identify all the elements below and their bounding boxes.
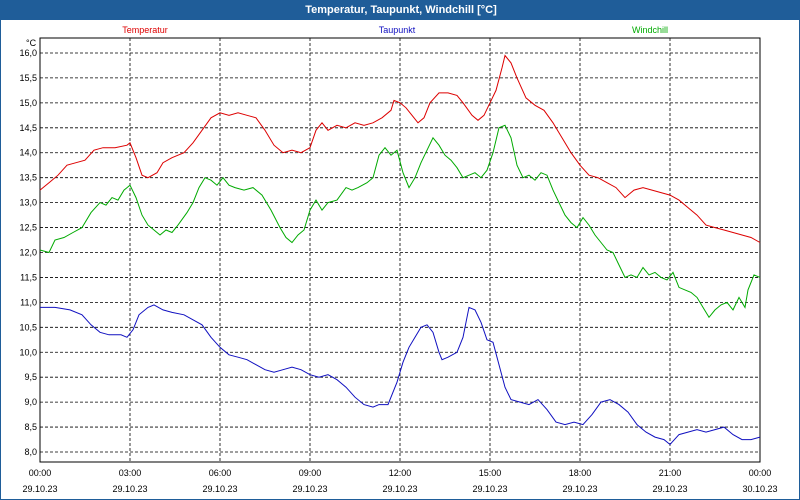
series-line-temperatur [39,54,761,243]
x-tick-date-label: 29.10.23 [562,484,597,494]
y-tick-label: 14,5 [19,123,37,133]
y-tick-label: 9,5 [24,372,37,382]
y-tick-label: 14,0 [19,148,37,158]
y-axis-label: °C [26,38,37,48]
title-bar: Temperatur, Taupunkt, Windchill [°C] [1,1,800,20]
x-tick-time-label: 15:00 [479,468,502,478]
y-tick-label: 15,0 [19,98,37,108]
y-tick-label: 13,0 [19,198,37,208]
x-tick-date-label: 30.10.23 [742,484,777,494]
legend-entry-temperatur: Temperatur [122,25,168,35]
x-tick-time-label: 00:00 [749,468,772,478]
x-tick-time-label: 18:00 [569,468,592,478]
x-tick-time-label: 12:00 [389,468,412,478]
y-tick-label: 11,5 [20,272,37,282]
x-tick-time-label: 21:00 [659,468,682,478]
y-tick-label: 12,0 [19,247,37,257]
series-line-windchill [39,124,761,319]
y-tick-label: 11,0 [20,297,37,307]
y-tick-label: 15,5 [19,73,37,83]
x-tick-time-label: 00:00 [29,468,52,478]
x-tick-date-label: 29.10.23 [472,484,507,494]
y-tick-label: 16,0 [19,48,37,58]
series-line-taupunkt [40,304,761,446]
legend-entry-windchill: Windchill [632,25,668,35]
y-tick-label: 10,0 [19,347,37,357]
y-tick-label: 12,5 [19,223,37,233]
y-tick-label: 13,5 [19,173,37,183]
x-tick-time-label: 09:00 [299,468,322,478]
x-tick-date-label: 29.10.23 [22,484,57,494]
x-tick-date-label: 29.10.23 [202,484,237,494]
y-tick-label: 9,0 [24,397,37,407]
legend-entry-taupunkt: Taupunkt [379,25,416,35]
x-tick-date-label: 29.10.23 [292,484,327,494]
x-tick-time-label: 03:00 [119,468,142,478]
x-tick-time-label: 06:00 [209,468,232,478]
x-tick-date-label: 29.10.23 [112,484,147,494]
y-tick-label: 8,5 [24,422,37,432]
y-tick-label: 8,0 [24,447,37,457]
x-tick-date-label: 29.10.23 [652,484,687,494]
y-tick-label: 10,5 [19,322,37,332]
chart-title: Temperatur, Taupunkt, Windchill [°C] [305,4,497,16]
x-tick-date-label: 29.10.23 [382,484,417,494]
